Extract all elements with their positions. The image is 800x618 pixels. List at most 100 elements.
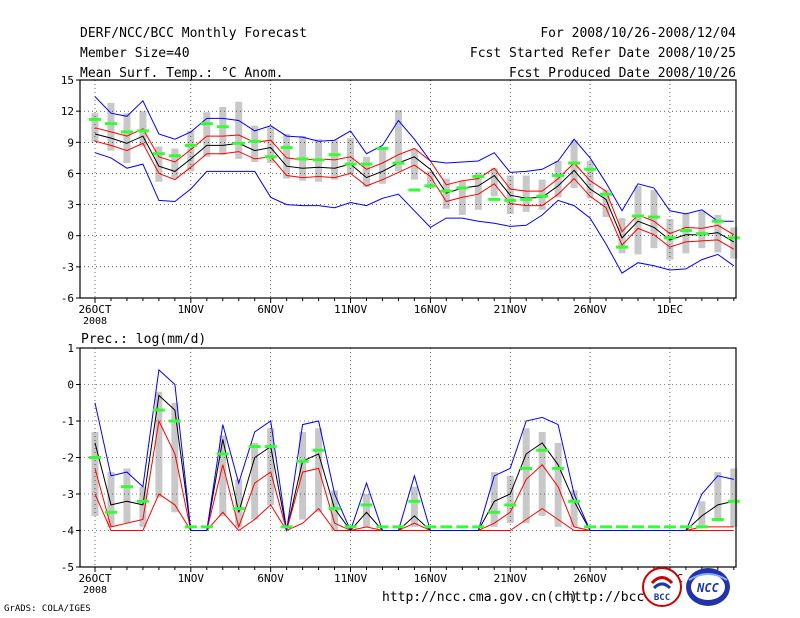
variable-label: Mean Surf. Temp.: °C Anom. — [80, 66, 284, 81]
ensemble-box — [618, 218, 626, 254]
ensemble-box — [650, 190, 658, 249]
ensemble-box — [235, 479, 243, 527]
series-min — [94, 152, 735, 274]
ensemble-box — [682, 212, 690, 254]
ensemble-box — [235, 101, 243, 159]
y-tick-label: -3 — [61, 261, 74, 274]
ensemble-box — [187, 130, 195, 172]
ensemble-box — [490, 168, 498, 197]
ensemble-box — [522, 428, 530, 524]
chart-panel-2: Prec.: log(mm/d) -5 -4 -3 -2 -1 0 1 26OCT 1NOV 6NO… — [61, 332, 740, 596]
y-tick-label: -6 — [61, 292, 74, 305]
ensemble-box — [730, 468, 738, 527]
y-tick-label: 0 — [67, 230, 74, 243]
ensemble-box — [171, 148, 179, 179]
x-tick-label: 16NOV — [414, 572, 447, 585]
ensemble-box — [91, 431, 99, 516]
ensemble-box — [698, 501, 706, 527]
x-tick-label: 1NOV — [178, 303, 205, 316]
y-tick-label: 15 — [61, 74, 74, 87]
ensemble-box — [251, 125, 259, 163]
x-tick-label: 21NOV — [494, 303, 527, 316]
ensemble-box — [714, 214, 722, 253]
ensemble-box — [171, 402, 179, 513]
ensemble-box — [538, 179, 546, 210]
x-tick-label: 26NOV — [574, 303, 607, 316]
ensemble-box — [251, 442, 259, 520]
grads-credit: GrADS: COLA/IGES — [4, 604, 91, 614]
series-ensemble-mean — [94, 133, 735, 243]
ensemble-box — [602, 190, 610, 218]
ensemble-box — [331, 490, 339, 531]
ncc-logo-text: NCC — [696, 581, 719, 595]
x-tick-label: 16NOV — [414, 303, 447, 316]
ensemble-box — [107, 102, 115, 151]
bcc-url[interactable]: http://bcc.cma.gov.cn — [566, 590, 646, 605]
ensemble-box — [362, 494, 370, 527]
x-tick-label: 26OCT — [78, 572, 111, 585]
x-tick-label: 26NOV — [574, 572, 607, 585]
chart-panel-1: -6 -3 0 3 6 9 12 15 26OCT 1NOV 6NOV 11NOV 16NOV 21NOV… — [61, 74, 740, 327]
ensemble-box — [315, 428, 323, 513]
ensemble-box — [458, 180, 466, 215]
y-tick-label: -5 — [61, 561, 74, 574]
chart-title: DERF/NCC/BCC Monthly Forecast — [80, 26, 307, 41]
ensemble-box — [538, 431, 546, 516]
header-right: For 2008/10/26-2008/12/04 Fcst Started R… — [470, 25, 736, 85]
ensemble-box — [474, 172, 482, 210]
series-max — [94, 368, 734, 532]
ensemble-box — [522, 175, 530, 212]
y-tick-label: 9 — [67, 136, 74, 149]
x-year-label: 2008 — [83, 585, 107, 596]
x-tick-label: 11NOV — [334, 303, 367, 316]
x-tick-label: 6NOV — [257, 572, 284, 585]
header-left: DERF/NCC/BCC Monthly Forecast Member Siz… — [80, 25, 307, 85]
series-mean-sd — [94, 127, 735, 236]
ensemble-box — [362, 156, 370, 187]
ensemble-box — [139, 486, 147, 527]
y-tick-label: 12 — [61, 105, 74, 118]
plot-frame — [79, 79, 737, 299]
series-mean-sd — [94, 140, 735, 250]
forecast-period: For 2008/10/26-2008/12/04 — [540, 26, 736, 41]
bcc-logo-text: BCC — [654, 593, 670, 603]
ensemble-box — [123, 113, 131, 164]
y-tick-label: 1 — [67, 342, 74, 355]
ensemble-box — [347, 138, 355, 174]
ensemble-box — [586, 160, 594, 199]
ensemble-box — [123, 468, 131, 524]
y-tick-label: -1 — [61, 415, 74, 428]
ensemble-box — [506, 475, 514, 524]
ensemble-box — [267, 428, 275, 505]
ensemble-box — [107, 472, 115, 527]
ensemble-box — [283, 133, 291, 179]
start-date: Fcst Started Refer Date 2008/10/25 — [469, 46, 736, 61]
x-tick-label: 1NOV — [178, 572, 205, 585]
x-tick-label: 1DEC — [657, 303, 684, 316]
x-tick-label: 26OCT — [78, 303, 111, 316]
x-tick-label: 21NOV — [494, 572, 527, 585]
ensemble-box — [570, 490, 578, 527]
ensemble-box — [219, 435, 227, 516]
ensemble-box — [698, 210, 706, 249]
panel-title: Prec.: log(mm/d) — [81, 332, 206, 347]
ensemble-box — [426, 171, 434, 188]
ensemble-box — [490, 472, 498, 527]
y-tick-label: 6 — [67, 167, 74, 180]
y-tick-label: 3 — [67, 199, 74, 212]
y-tick-label: 0 — [67, 379, 74, 392]
ensemble-box — [155, 146, 163, 182]
ensemble-box — [203, 112, 211, 157]
ensemble-box — [554, 442, 562, 527]
ensemble-box — [299, 431, 307, 520]
x-year-label: 2008 — [83, 316, 107, 327]
produced-date: Fcst Produced Date 2008/10/26 — [509, 66, 736, 81]
ensemble-box — [634, 185, 642, 255]
ncc-url[interactable]: http://ncc.cma.gov.cn(ch) — [382, 590, 578, 605]
x-tick-label: 6NOV — [257, 303, 284, 316]
ensemble-box — [91, 113, 99, 143]
ensemble-box — [219, 106, 227, 155]
ensemble-box — [410, 486, 418, 527]
ensemble-box — [394, 110, 402, 172]
